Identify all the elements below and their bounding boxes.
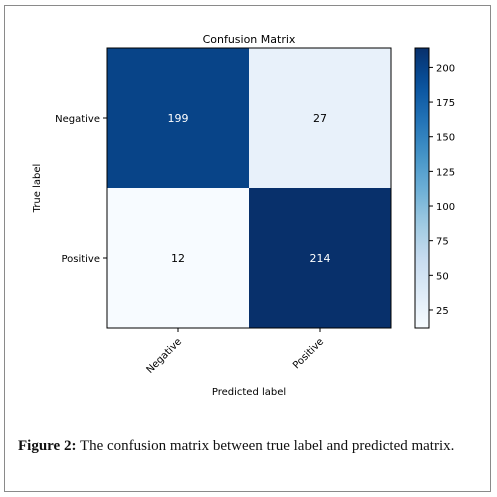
colorbar [414, 47, 430, 329]
heatmap-cell [249, 48, 391, 188]
y-tick-label: Positive [61, 254, 100, 265]
colorbar-tick-label: 200 [436, 63, 455, 74]
figure-caption: Figure 2: The confusion matrix between t… [18, 436, 480, 456]
colorbar-tick-label: 100 [436, 202, 455, 213]
colorbar-tick-label: 175 [436, 98, 455, 109]
x-axis-label: Predicted label [212, 387, 286, 398]
colorbar-tick-label: 125 [436, 167, 455, 178]
chart-title: Confusion Matrix [203, 33, 296, 46]
y-axis-label: True label [32, 164, 43, 214]
colorbar-tick-label: 50 [436, 271, 449, 282]
colorbar-tick-label: 25 [436, 306, 449, 317]
heatmap-border [106, 47, 392, 329]
x-tick-label: Negative [145, 336, 185, 376]
colorbar-tick-label: 75 [436, 237, 449, 248]
caption-text: The confusion matrix between true label … [76, 438, 455, 454]
x-tick-label: Positive [291, 336, 326, 371]
heatmap-cell [107, 48, 249, 188]
y-tick-label: Negative [55, 114, 100, 125]
colorbar-tick-label: 150 [436, 133, 455, 144]
heatmap-cell [249, 188, 391, 328]
cell-value-label: 27 [313, 112, 327, 125]
cell-value-label: 199 [168, 112, 189, 125]
heatmap-cell [107, 188, 249, 328]
cell-value-label: 214 [310, 252, 331, 265]
cell-value-label: 12 [171, 252, 185, 265]
caption-label: Figure 2: [18, 438, 77, 454]
